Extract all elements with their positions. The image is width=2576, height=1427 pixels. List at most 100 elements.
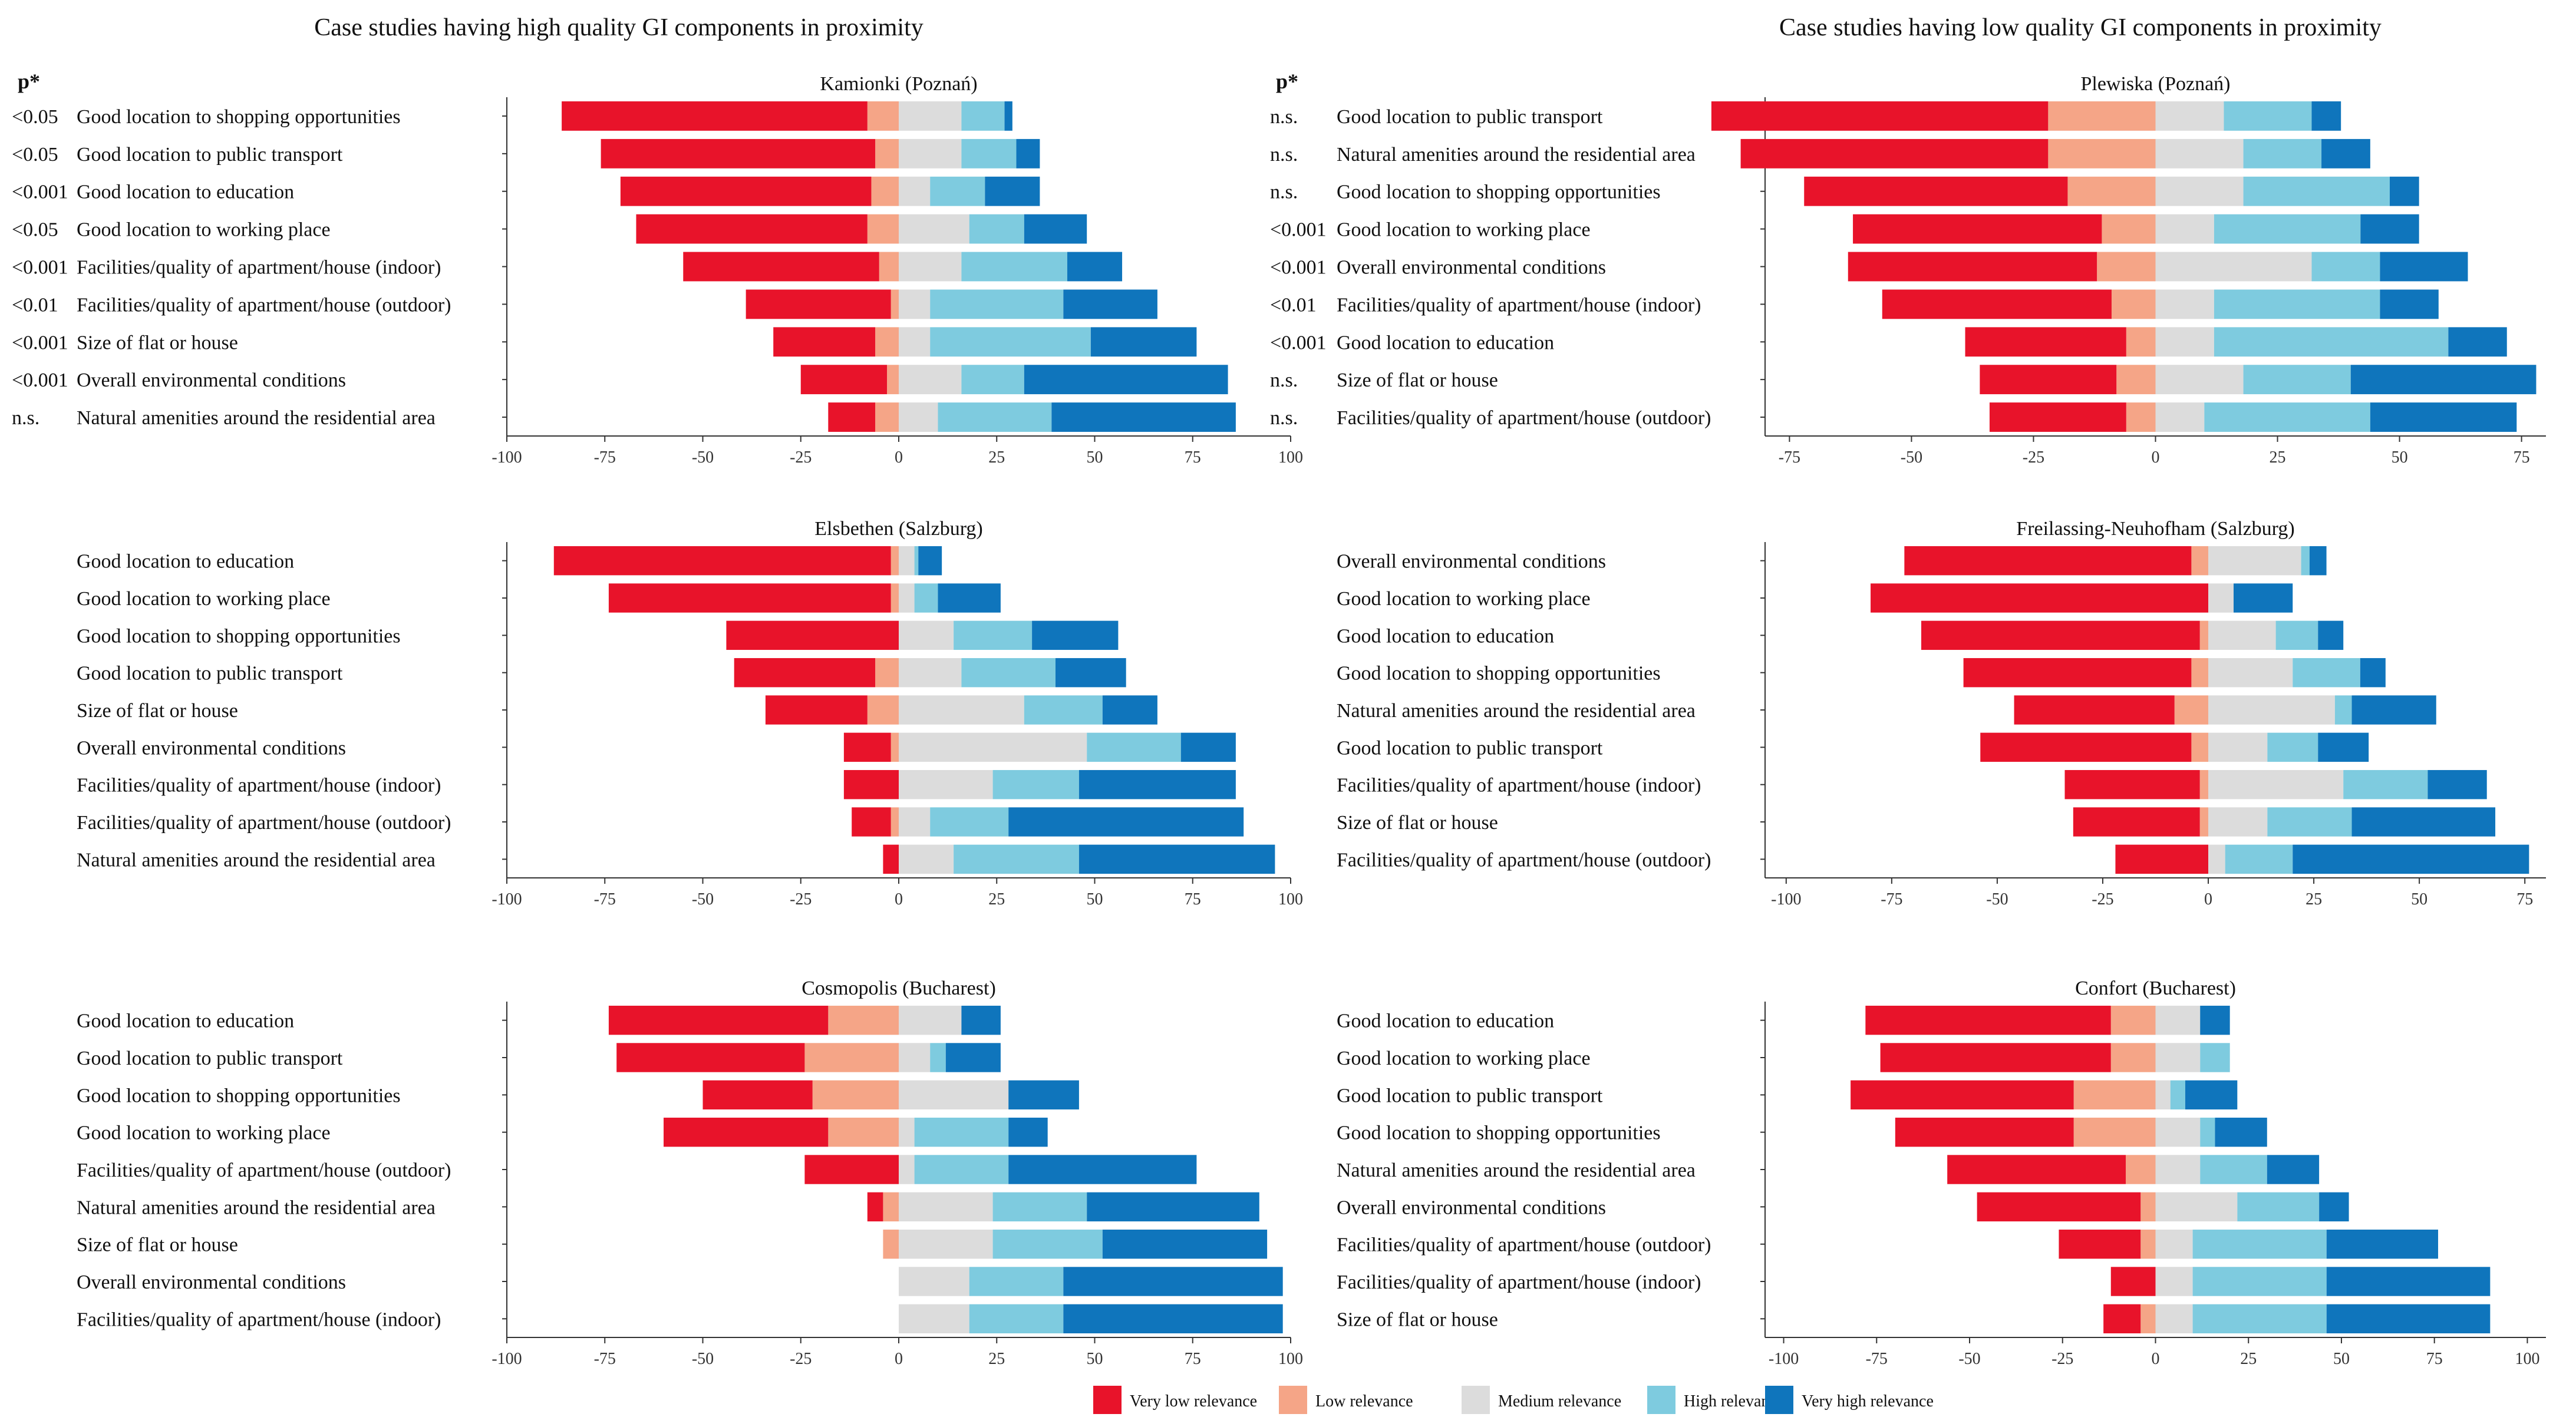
- category-label: Good location to shopping opportunities: [77, 1085, 401, 1106]
- bar-high: [2243, 138, 2322, 169]
- x-tick-label: 75: [1185, 448, 1201, 467]
- bar-low: [890, 583, 899, 613]
- bar-medium: [899, 583, 915, 613]
- bar-high: [930, 1043, 946, 1072]
- bar-high: [2267, 807, 2352, 837]
- p-value: n.s.: [1270, 181, 1298, 203]
- bar-medium: [899, 769, 993, 800]
- category-label: Good location to education: [1337, 625, 1554, 647]
- bar-low: [2111, 289, 2156, 319]
- bar-medium: [899, 101, 962, 131]
- heading-high-quality: Case studies having high quality GI comp…: [314, 14, 923, 41]
- x-tick-label: 25: [988, 890, 1005, 909]
- bar-very-low: [765, 695, 868, 725]
- bar-medium: [2155, 1080, 2171, 1110]
- x-tick-label: 100: [2515, 1350, 2539, 1368]
- bar-medium: [899, 1229, 993, 1259]
- x-tick-label: -25: [790, 1350, 812, 1368]
- x-tick-label: -75: [1866, 1350, 1888, 1368]
- p-value: <0.001: [1270, 257, 1327, 279]
- legend-swatch-very-low: [1093, 1386, 1122, 1414]
- bar-low: [2126, 327, 2156, 357]
- bar-high: [930, 807, 1009, 837]
- bar-high: [969, 1304, 1064, 1334]
- bar-medium: [899, 1005, 962, 1035]
- bar-very-low: [608, 583, 891, 613]
- x-tick-label: 25: [2240, 1350, 2257, 1368]
- bar-very-low: [1882, 289, 2112, 319]
- x-tick-label: 50: [1087, 1350, 1103, 1368]
- chart-panels: Kamionki (Poznań) -100 -75 -50 -25 0 25 50 75 100…: [12, 73, 2546, 1368]
- bar-very-high: [2215, 1117, 2267, 1147]
- x-tick-label: 100: [1278, 890, 1303, 909]
- category-label: Good location to shopping opportunities: [77, 106, 401, 128]
- category-label: Good location to public transport: [77, 663, 343, 685]
- x-tick-label: -50: [692, 448, 714, 467]
- x-tick-label: -75: [594, 890, 616, 909]
- bar-very-low: [1980, 365, 2117, 395]
- x-tick-label: 0: [895, 1350, 903, 1368]
- bar-low: [2199, 769, 2209, 800]
- bar-low: [2073, 1117, 2156, 1147]
- bar-low: [867, 695, 899, 725]
- bar-low: [875, 402, 899, 432]
- category-label: Overall environmental conditions: [77, 737, 346, 759]
- p-header-right: p*: [1276, 70, 1298, 93]
- bar-medium: [899, 1192, 993, 1222]
- bar-very-high: [1024, 214, 1087, 244]
- x-tick-label: 0: [2152, 1350, 2160, 1368]
- p-value: <0.001: [12, 332, 68, 354]
- bar-very-high: [1004, 101, 1012, 131]
- category-label: Good location to shopping opportunities: [1337, 181, 1661, 203]
- bar-high: [1024, 695, 1103, 725]
- bar-low: [2067, 176, 2156, 206]
- bar-low: [879, 252, 899, 282]
- chart-panel-1: Kamionki (Poznań) -100 -75 -50 -25 0 25 50 75 100…: [12, 73, 1303, 467]
- category-label: Facilities/quality of apartment/house (i…: [1337, 1271, 1701, 1293]
- bar-very-low: [828, 402, 876, 432]
- x-tick-label: -50: [692, 890, 714, 909]
- panel-title: Cosmopolis (Bucharest): [802, 977, 996, 999]
- chart-panel-2: Plewiska (Poznań) -75 -50 -25 0 25 50 75 Good lo…: [1270, 73, 2546, 467]
- bar-very-high: [1056, 658, 1126, 688]
- x-tick-label: 75: [1185, 890, 1201, 909]
- bar-low: [2191, 546, 2209, 576]
- bar-high: [914, 583, 938, 613]
- bar-high: [2192, 1304, 2327, 1334]
- bar-very-low: [702, 1080, 813, 1110]
- x-tick-label: 100: [1278, 448, 1303, 467]
- p-value: n.s.: [1270, 369, 1298, 391]
- bar-high: [2225, 844, 2293, 874]
- bar-very-high: [2351, 695, 2436, 725]
- x-tick-label: 25: [2305, 890, 2322, 909]
- bar-very-low: [1904, 546, 2192, 576]
- panel-title: Kamionki (Poznań): [820, 73, 977, 95]
- bar-high: [2200, 1117, 2215, 1147]
- chart-panel-4: Freilassing-Neuhofham (Salzburg) -100 -75 -…: [1337, 518, 2546, 909]
- bar-very-high: [1008, 807, 1244, 837]
- bar-very-high: [2360, 214, 2419, 244]
- legend-label-low: Low relevance: [1315, 1392, 1413, 1411]
- bar-low: [2073, 1080, 2156, 1110]
- bar-high: [2343, 769, 2428, 800]
- bar-very-high: [2185, 1080, 2238, 1110]
- bar-medium: [2155, 1043, 2201, 1072]
- bar-very-high: [2326, 1304, 2491, 1334]
- bar-very-high: [1063, 289, 1157, 319]
- bar-high: [938, 402, 1052, 432]
- bar-very-low: [1853, 214, 2102, 244]
- bar-medium: [899, 546, 915, 576]
- bar-medium: [2155, 1229, 2193, 1259]
- bar-low: [887, 365, 899, 395]
- x-tick-label: -75: [594, 448, 616, 467]
- bar-very-low: [683, 252, 879, 282]
- category-label: Natural amenities around the residential…: [77, 1197, 436, 1218]
- x-tick-label: -25: [790, 890, 812, 909]
- category-label: Facilities/quality of apartment/house (i…: [77, 1309, 441, 1330]
- bar-medium: [2155, 176, 2244, 206]
- bar-medium: [899, 176, 931, 206]
- category-label: Good location to working place: [77, 219, 331, 241]
- bar-very-high: [985, 176, 1040, 206]
- bar-very-low: [636, 214, 868, 244]
- bar-medium: [2155, 1005, 2201, 1035]
